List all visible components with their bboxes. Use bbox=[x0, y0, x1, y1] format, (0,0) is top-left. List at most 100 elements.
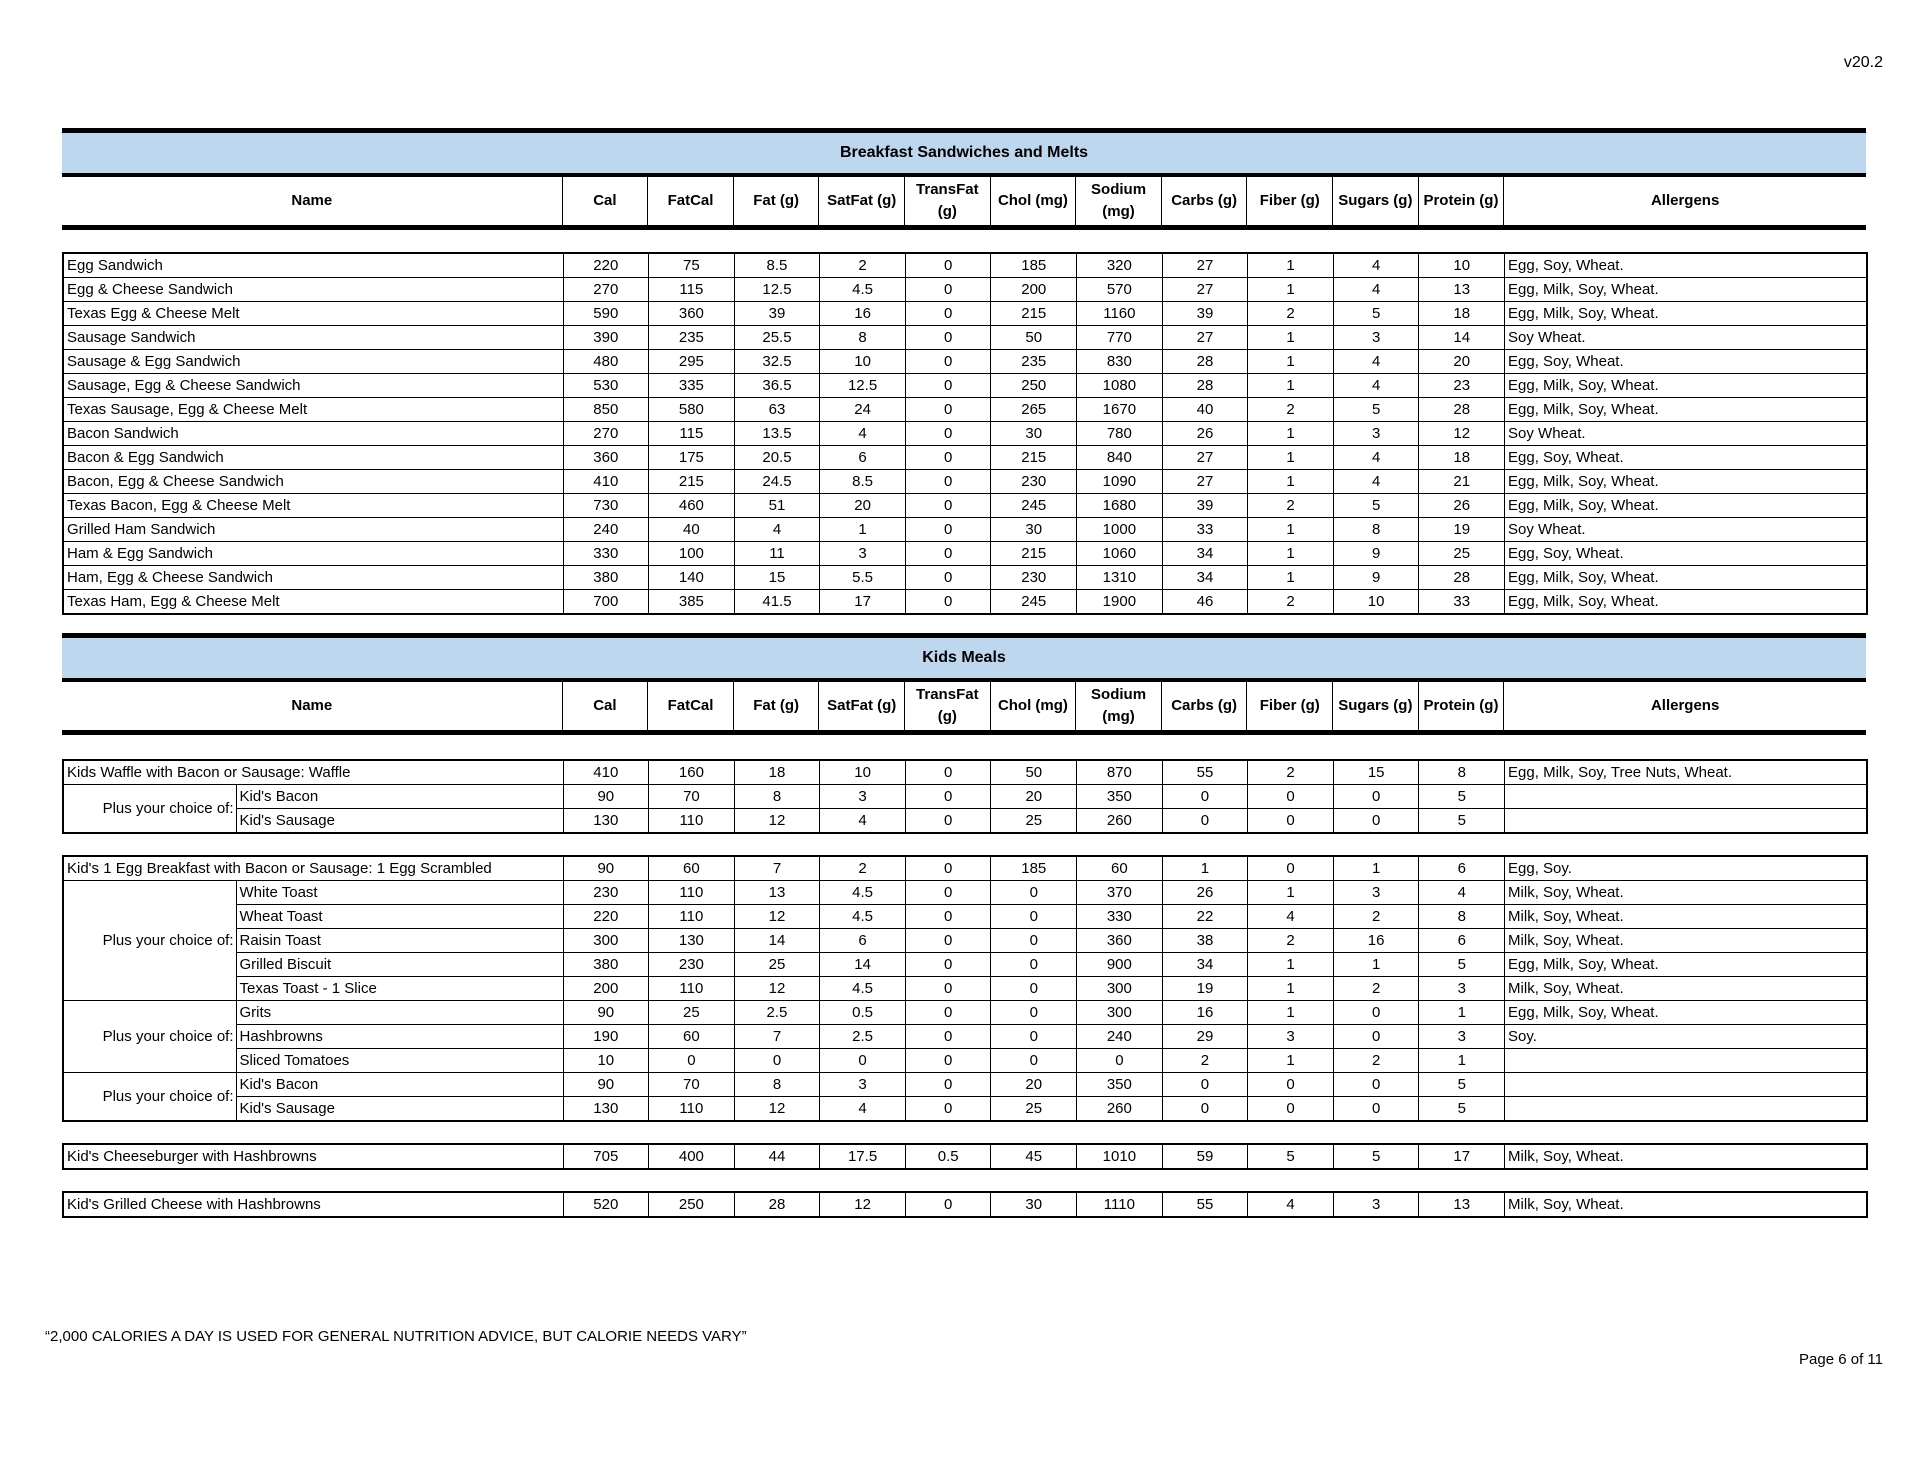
nutrient-value: 220 bbox=[562, 904, 650, 929]
nutrient-value: 12 bbox=[733, 904, 821, 929]
nutrient-value: 5 bbox=[1332, 397, 1420, 422]
nutrient-value: 5 bbox=[1418, 784, 1506, 809]
nutrient-value: 770 bbox=[1076, 325, 1163, 350]
nutrient-value: 0 bbox=[904, 589, 992, 615]
nutrient-value: 4 bbox=[1247, 904, 1334, 929]
nutrient-value: 380 bbox=[562, 952, 650, 977]
choice-row: Raisin Toast 300 130 14 6 0 0 360 38 2 16 6 Milk, So… bbox=[63, 928, 1868, 953]
nutrient-value: 110 bbox=[648, 976, 735, 1001]
column-header: Fiber (g) bbox=[1246, 175, 1333, 230]
nutrient-value: 0 bbox=[904, 1072, 992, 1097]
nutrient-value: 14 bbox=[733, 928, 821, 953]
nutrient-value: 29 bbox=[1161, 1024, 1249, 1049]
nutrient-value: 115 bbox=[648, 277, 735, 302]
nutrient-value: 400 bbox=[648, 1143, 735, 1170]
kids-group: Kid's 1 Egg Breakfast with Bacon or Saus… bbox=[62, 855, 1868, 1122]
nutrient-value: 250 bbox=[648, 1191, 735, 1218]
nutrient-value: 8.5 bbox=[819, 469, 906, 494]
nutrient-value: 230 bbox=[990, 565, 1078, 590]
nutrient-value: 0 bbox=[1161, 1072, 1249, 1097]
table-row: Sausage & Egg Sandwich 480 295 32.5 10 0 235 83… bbox=[62, 349, 1868, 374]
nutrient-value: 41.5 bbox=[733, 589, 821, 615]
nutrient-value: 2 bbox=[1247, 493, 1334, 518]
nutrient-value: 1010 bbox=[1076, 1143, 1163, 1170]
section-band: Breakfast Sandwiches and Melts bbox=[62, 128, 1866, 177]
nutrient-value: 4 bbox=[819, 421, 906, 446]
nutrient-value: 320 bbox=[1076, 252, 1163, 278]
nutrient-value: 360 bbox=[648, 301, 735, 326]
page-number: Page 6 of 11 bbox=[1799, 1351, 1883, 1368]
choice-row: Hashbrowns 190 60 7 2.5 0 0 240 29 3 0 3 Soy. bbox=[63, 1024, 1868, 1049]
nutrient-value: 0 bbox=[904, 301, 992, 326]
nutrient-value: 30 bbox=[990, 421, 1078, 446]
column-header: Name bbox=[62, 175, 563, 230]
allergens-cell bbox=[1504, 808, 1868, 834]
nutrient-value: 16 bbox=[1332, 928, 1420, 953]
nutrient-value: 20 bbox=[990, 784, 1078, 809]
calorie-disclaimer: “2,000 CALORIES A DAY IS USED FOR GENERA… bbox=[45, 1328, 747, 1345]
nutrient-value: 0 bbox=[904, 517, 992, 542]
nutrient-value: 1 bbox=[1418, 1048, 1506, 1073]
nutrient-value: 12.5 bbox=[733, 277, 821, 302]
nutrient-value: 1 bbox=[1247, 1048, 1334, 1073]
nutrient-value: 0 bbox=[733, 1048, 821, 1073]
nutrient-value: 175 bbox=[648, 445, 735, 470]
nutrient-value: 360 bbox=[562, 445, 650, 470]
nutrient-value: 24 bbox=[819, 397, 906, 422]
nutrient-value: 27 bbox=[1161, 445, 1249, 470]
nutrient-value: 0 bbox=[904, 880, 992, 905]
nutrient-value: 3 bbox=[1418, 1024, 1506, 1049]
nutrient-value: 3 bbox=[1332, 880, 1420, 905]
nutrient-value: 22 bbox=[1161, 904, 1249, 929]
header-row: Name Cal FatCal Fat (g) SatFat (g) TransFat (… bbox=[62, 175, 1866, 230]
choice-row: Texas Toast - 1 Slice 200 110 12 4.5 0 0 300 19 1… bbox=[63, 976, 1868, 1001]
allergens-cell: Soy. bbox=[1504, 1024, 1868, 1049]
nutrient-value: 235 bbox=[648, 325, 735, 350]
allergens-cell: Egg, Milk, Soy, Wheat. bbox=[1504, 589, 1868, 615]
nutrient-value: 200 bbox=[990, 277, 1078, 302]
nutrient-value: 4 bbox=[1418, 880, 1506, 905]
item-name: Sausage & Egg Sandwich bbox=[62, 349, 564, 374]
item-name: Bacon & Egg Sandwich bbox=[62, 445, 564, 470]
nutrient-value: 24.5 bbox=[733, 469, 821, 494]
nutrient-value: 3 bbox=[1332, 325, 1420, 350]
nutrient-value: 2 bbox=[819, 855, 906, 881]
nutrient-value: 5 bbox=[1418, 808, 1506, 834]
nutrient-value: 850 bbox=[562, 397, 650, 422]
nutrient-value: 34 bbox=[1161, 952, 1249, 977]
nutrient-value: 390 bbox=[562, 325, 650, 350]
nutrient-value: 50 bbox=[990, 325, 1078, 350]
nutrient-value: 40 bbox=[1161, 397, 1249, 422]
nutrient-value: 480 bbox=[562, 349, 650, 374]
nutrient-value: 1 bbox=[1161, 855, 1249, 881]
nutrient-value: 2 bbox=[819, 252, 906, 278]
kids-group: Kids Waffle with Bacon or Sausage: Waffl… bbox=[62, 759, 1868, 834]
nutrient-value: 0 bbox=[990, 904, 1078, 929]
nutrient-value: 25 bbox=[733, 952, 821, 977]
column-header: FatCal bbox=[647, 175, 734, 230]
nutrient-value: 1 bbox=[1332, 952, 1420, 977]
nutrient-value: 410 bbox=[562, 759, 650, 785]
nutrient-value: 1 bbox=[1247, 421, 1334, 446]
nutrient-value: 385 bbox=[648, 589, 735, 615]
allergens-cell: Soy Wheat. bbox=[1504, 517, 1868, 542]
table-row: Kids Waffle with Bacon or Sausage: Waffl… bbox=[62, 759, 1868, 785]
nutrient-value: 1680 bbox=[1076, 493, 1163, 518]
choice-item-name: Texas Toast - 1 Slice bbox=[235, 976, 564, 1001]
nutrient-value: 1 bbox=[1247, 349, 1334, 374]
nutrient-value: 4 bbox=[1332, 252, 1420, 278]
nutrient-value: 4 bbox=[819, 808, 906, 834]
choice-row: Plus your choice of: Grits 90 25 2.5 0.5 0 0 300… bbox=[62, 1000, 1868, 1073]
nutrient-value: 11 bbox=[733, 541, 821, 566]
table-row: Ham & Egg Sandwich 330 100 11 3 0 215 1060 34 1 9 2… bbox=[62, 541, 1868, 566]
kids-group: Kid's Grilled Cheese with Hashbrowns 520 2… bbox=[62, 1191, 1868, 1218]
nutrient-value: 1 bbox=[1247, 565, 1334, 590]
allergens-cell bbox=[1504, 1072, 1868, 1097]
nutrient-value: 8 bbox=[1418, 759, 1506, 785]
nutrient-value: 360 bbox=[1076, 928, 1163, 953]
choice-row: Kid's Sausage 130 110 12 4 0 25 260 0 0 0 5 bbox=[63, 808, 1868, 834]
nutrient-value: 1 bbox=[1247, 880, 1334, 905]
nutrient-value: 9 bbox=[1332, 541, 1420, 566]
nutrient-value: 700 bbox=[562, 589, 650, 615]
nutrient-value: 28 bbox=[1418, 397, 1506, 422]
